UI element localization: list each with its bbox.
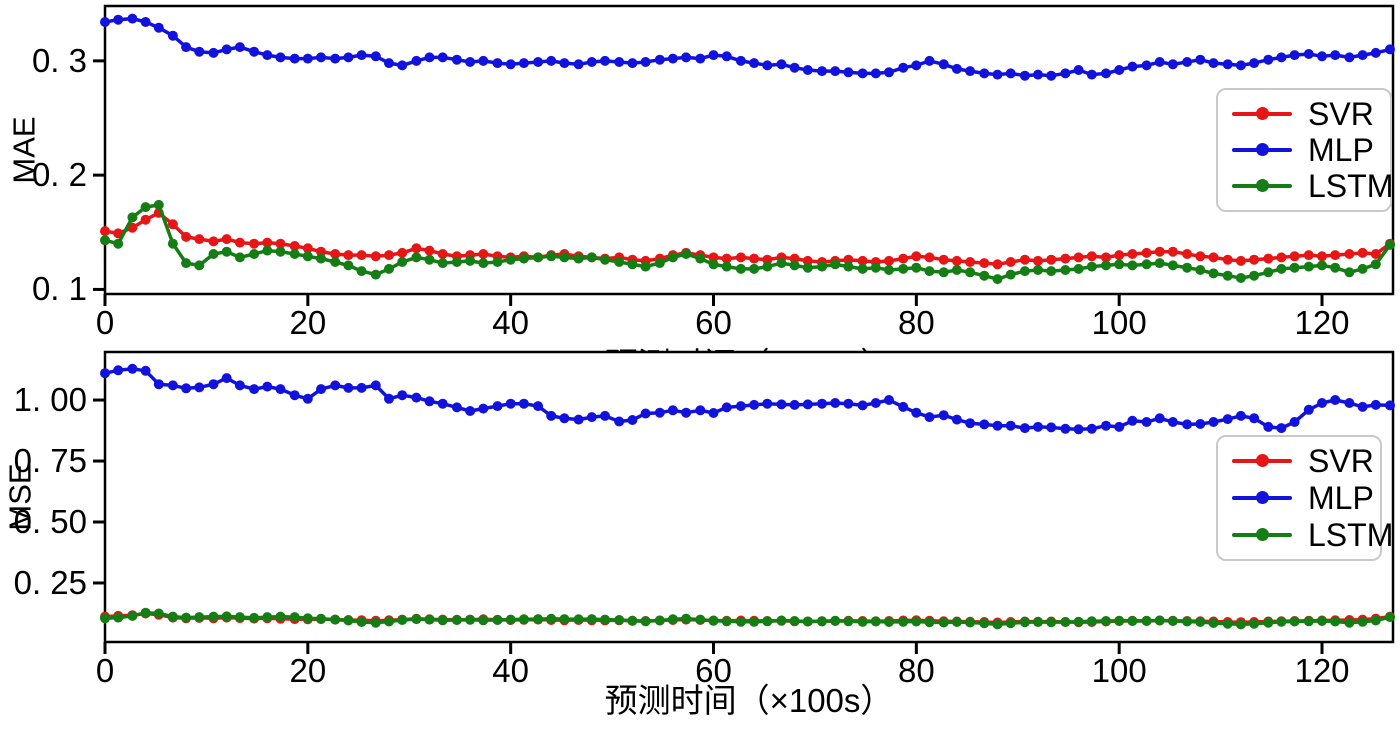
x-axis-title: 预测时间（×100s） xyxy=(604,682,894,719)
legend-label-mlp: MLP xyxy=(1308,132,1374,168)
legend-label-mlp: MLP xyxy=(1308,479,1374,516)
panel-0-spines xyxy=(103,4,1395,296)
legend-entry-mlp: MLP xyxy=(1218,134,1390,166)
legend-label-lstm: LSTM xyxy=(1308,516,1394,553)
x-tick-label: 80 xyxy=(897,652,935,689)
legend-entry-mlp: MLP xyxy=(1218,482,1380,514)
series-markers-mlp xyxy=(100,363,1395,435)
legend-entry-svr: SVR xyxy=(1218,445,1380,477)
x-tick-label: 120 xyxy=(1294,652,1350,689)
x-tick-label: 120 xyxy=(1294,304,1350,341)
legend-bottom-panel: SVR MLP LSTM xyxy=(1216,435,1393,561)
series-line-mlp xyxy=(103,16,1392,78)
mlp-line-marker-icon xyxy=(1232,143,1292,157)
x-tick-label: 40 xyxy=(492,652,530,689)
lstm-line-marker-icon xyxy=(1232,179,1292,193)
x-tick-label: 100 xyxy=(1091,304,1147,341)
svr-line-marker-icon xyxy=(1232,107,1292,121)
series-markers-lstm xyxy=(100,607,1395,630)
y-tick-label: 0. 50 xyxy=(13,503,87,540)
legend-entry-svr: SVR xyxy=(1218,98,1390,130)
x-tick-label: 60 xyxy=(695,304,732,341)
mlp-line-marker-icon xyxy=(1232,490,1292,505)
series-markers-lstm xyxy=(100,199,1395,285)
y-tick-label: 0. 75 xyxy=(13,442,87,480)
legend-label-svr: SVR xyxy=(1308,443,1374,480)
lstm-line-marker-icon xyxy=(1232,527,1292,542)
legend-entry-lstm: LSTM xyxy=(1218,519,1393,551)
y-tick-label: 0. 25 xyxy=(13,563,87,601)
legend-label-svr: SVR xyxy=(1308,96,1374,132)
y-tick-label: 0. 1 xyxy=(31,270,87,308)
x-tick-label: 40 xyxy=(492,304,530,341)
panel-1-spines xyxy=(103,350,1395,644)
series-markers-svr xyxy=(100,207,1395,270)
top-panel-xlabel-clipped: 预测时间（×100s） xyxy=(105,343,1393,351)
y-tick-label: 1. 00 xyxy=(13,381,87,419)
x-tick-label: 0 xyxy=(95,652,115,689)
x-tick-label: 20 xyxy=(289,304,327,341)
x-tick-label: 20 xyxy=(289,652,327,689)
x-tick-label: 0 xyxy=(95,304,115,341)
x-tick-label: 60 xyxy=(695,652,732,689)
legend-top-panel: SVR MLP LSTM xyxy=(1216,88,1394,212)
y-tick-label: 0. 2 xyxy=(31,156,87,194)
legend-entry-lstm: LSTM xyxy=(1218,168,1394,204)
x-tick-label: 80 xyxy=(897,304,935,341)
legend-label-lstm: LSTM xyxy=(1308,168,1394,204)
svr-line-marker-icon xyxy=(1232,454,1292,468)
x-tick-label: 100 xyxy=(1091,652,1147,689)
series-markers-mlp xyxy=(100,13,1395,81)
y-tick-label: 0. 3 xyxy=(31,41,87,79)
